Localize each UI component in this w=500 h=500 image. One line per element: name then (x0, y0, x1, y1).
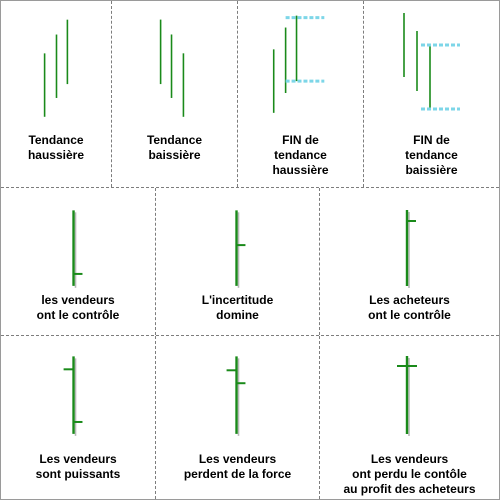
cell-uptrend: Tendance haussière (1, 1, 112, 187)
cell-sellers-strong: Les vendeurs sont puissants (1, 336, 156, 499)
downtrend-bars-graphic (159, 19, 185, 117)
uncertainty-caption: L'incertitude domine (156, 293, 319, 323)
caption-line: tendance (405, 148, 458, 162)
sellers-lost-control-bar-graphic (397, 356, 417, 436)
caption-line: domine (216, 308, 259, 322)
caption-line: ont perdu le contôle (352, 467, 467, 481)
caption-line: ont le contrôle (368, 308, 451, 322)
caption-line: sont puissants (35, 467, 121, 481)
caption-line: Tendance (28, 133, 84, 147)
sellers-strong-caption: Les vendeurs sont puissants (1, 452, 155, 482)
buyers-control-caption: Les acheteurs ont le contrôle (320, 293, 499, 323)
caption-line: Tendance (146, 133, 203, 147)
caption-line: Les vendeurs (370, 452, 449, 466)
caption-line: les vendeurs (41, 293, 115, 307)
control-row: les vendeurs ont le contrôle L'incertitu… (1, 188, 499, 336)
cell-uncertainty: L'incertitude domine (156, 188, 320, 335)
caption-line: au profit des acheteurs (343, 482, 476, 496)
sellers-control-caption: les vendeurs ont le contrôle (1, 293, 155, 323)
cell-sellers-control: les vendeurs ont le contrôle (1, 188, 156, 335)
end-downtrend-caption: FIN de tendance baissière (364, 133, 499, 178)
cell-buyers-control: Les acheteurs ont le contrôle (320, 188, 499, 335)
caption-line: haussière (27, 148, 85, 162)
caption-line: baissière (148, 148, 201, 162)
end-uptrend-caption: FIN de tendance haussière (238, 133, 363, 178)
caption-line: ont le contrôle (36, 308, 120, 322)
cell-end-downtrend: FIN de tendance baissière (364, 1, 499, 187)
end-downtrend-bars-graphic (403, 13, 460, 111)
sellers-strong-bar-graphic (63, 356, 83, 436)
uptrend-caption: Tendance haussière (1, 133, 111, 163)
uptrend-bars-graphic (43, 19, 69, 117)
caption-line: tendance (274, 148, 327, 162)
strength-row: Les vendeurs sont puissants Les vendeurs… (1, 336, 499, 499)
caption-line: FIN de (413, 133, 450, 147)
caption-line: FIN de (282, 133, 319, 147)
sellers-control-bar-graphic (72, 210, 83, 288)
sellers-lost-control-caption: Les vendeurs ont perdu le contôle au pro… (320, 452, 499, 497)
trend-row: Tendance haussière Tendance baissière (1, 1, 499, 188)
cell-end-uptrend: FIN de tendance haussière (238, 1, 364, 187)
downtrend-caption: Tendance baissière (112, 133, 237, 163)
end-uptrend-bars-graphic (272, 15, 325, 113)
sellers-weakening-bar-graphic (226, 356, 246, 436)
caption-line: Les vendeurs (198, 452, 277, 466)
caption-line: perdent de la force (183, 467, 292, 481)
caption-line: Les acheteurs (369, 293, 450, 307)
caption-line: Les vendeurs (39, 452, 117, 466)
sellers-weakening-caption: Les vendeurs perdent de la force (156, 452, 319, 482)
cell-downtrend: Tendance baissière (112, 1, 238, 187)
uncertainty-bar-graphic (235, 210, 246, 288)
buyers-control-bar-graphic (405, 210, 416, 288)
cell-sellers-lost-control: Les vendeurs ont perdu le contôle au pro… (320, 336, 499, 499)
caption-line: L'incertitude (201, 293, 274, 307)
cell-sellers-weakening: Les vendeurs perdent de la force (156, 336, 320, 499)
caption-line: haussière (272, 163, 329, 177)
caption-line: baissière (405, 163, 458, 177)
